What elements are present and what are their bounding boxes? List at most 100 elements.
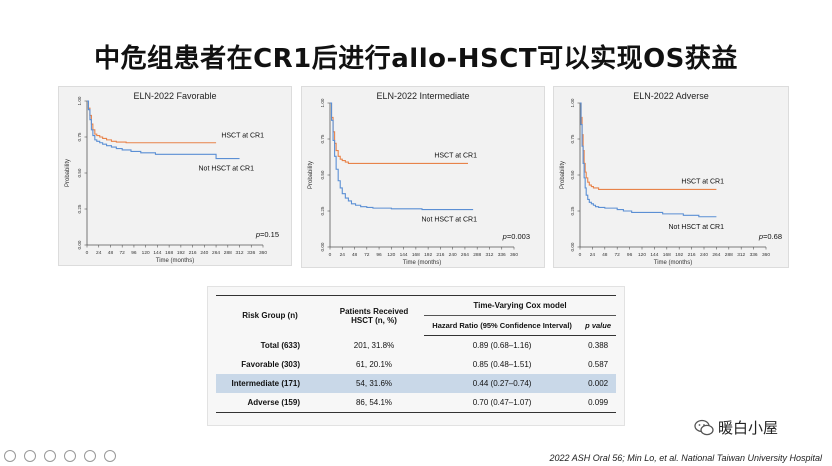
x-tick-label: 48 <box>108 250 114 256</box>
y-axis-label: Probability <box>308 161 314 189</box>
p-value: =0.68 <box>763 232 782 241</box>
cell-group: Intermediate (171) <box>216 374 324 393</box>
y-tick-label: 0.00 <box>570 242 575 251</box>
p-value-annotation: p=0.15 <box>255 230 279 239</box>
cox-table: Risk Group (n) Patients Received HSCT (n… <box>216 295 616 413</box>
x-tick-label: 120 <box>142 250 150 256</box>
x-tick-label: 0 <box>579 252 582 258</box>
x-tick-label: 24 <box>590 252 596 258</box>
y-tick-label: 0.25 <box>77 204 82 213</box>
cell-p: 0.002 <box>580 374 616 393</box>
header-hr: Hazard Ratio (95% Confidence Interval) <box>424 315 581 336</box>
x-tick-label: 144 <box>153 250 161 256</box>
y-tick-label: 0.00 <box>320 242 325 251</box>
toolbar-prev-icon[interactable] <box>4 450 16 462</box>
chart-title: ELN-2022 Favorable <box>133 91 216 101</box>
x-tick-label: 264 <box>212 250 220 256</box>
x-tick-label: 0 <box>329 252 332 258</box>
km-chart-favorable: ELN-2022 Favorable 0 24 48 72 96 120 144 168 192 2… <box>65 91 279 264</box>
slide-title: 中危组患者在CR1后进行allo-HSCT可以实现OS获益 <box>94 44 738 74</box>
y-tick-label: 0.50 <box>77 168 82 177</box>
cell-group: Adverse (159) <box>247 398 300 407</box>
x-tick-label: 120 <box>638 252 646 258</box>
x-tick-label: 48 <box>352 252 358 258</box>
y-axis-label: Probability <box>65 159 71 187</box>
x-tick-label: 312 <box>737 252 745 258</box>
x-tick-label: 120 <box>387 252 395 258</box>
km-curve-not-hsct <box>87 100 240 160</box>
header-hsct: Patients Received HSCT (n, %) <box>339 306 409 325</box>
x-tick-label: 48 <box>602 252 608 258</box>
p-value-annotation: p=0.68 <box>758 232 782 241</box>
x-tick-label: 168 <box>663 252 671 258</box>
toolbar-more-icon[interactable] <box>104 450 116 462</box>
cell-hr: 0.89 (0.68–1.16) <box>472 341 532 350</box>
table-row-highlighted: Intermediate (171) 54, 31.6% 0.44 (0.27–… <box>216 374 616 393</box>
x-tick-label: 72 <box>615 252 621 258</box>
y-tick-label: 0.50 <box>320 170 325 179</box>
header-p: p value <box>580 315 616 336</box>
x-tick-label: 288 <box>473 252 481 258</box>
x-tick-label: 72 <box>364 252 370 258</box>
x-tick-label: 240 <box>200 250 208 256</box>
y-tick-label: 1.00 <box>77 96 82 105</box>
cell-hsct: 86, 54.1% <box>355 398 393 407</box>
watermark-text: 暖白小屋 <box>718 419 779 437</box>
p-value: =0.15 <box>260 230 279 239</box>
series-label-not-hsct: Not HSCT at CR1 <box>422 217 478 224</box>
toolbar-pen-icon[interactable] <box>44 450 56 462</box>
x-axis-label: Time (months) <box>156 258 194 264</box>
x-tick-label: 240 <box>700 252 708 258</box>
toolbar-view-icon[interactable] <box>64 450 76 462</box>
y-tick-label: 1.00 <box>320 98 325 107</box>
x-tick-label: 96 <box>627 252 633 258</box>
x-tick-label: 24 <box>340 252 346 258</box>
x-tick-label: 144 <box>650 252 658 258</box>
x-tick-label: 192 <box>675 252 683 258</box>
series-label-not-hsct: Not HSCT at CR1 <box>669 224 725 231</box>
p-symbol: p <box>502 232 507 241</box>
x-tick-label: 312 <box>236 250 244 256</box>
series-label-hsct: HSCT at CR1 <box>434 152 477 159</box>
slide-toolbar[interactable] <box>4 450 116 462</box>
cell-p: 0.099 <box>588 398 609 407</box>
toolbar-next-icon[interactable] <box>24 450 36 462</box>
x-tick-label: 144 <box>400 252 408 258</box>
cell-hr: 0.70 (0.47–1.07) <box>472 398 532 407</box>
cell-p: 0.388 <box>588 341 609 350</box>
x-tick-label: 96 <box>131 250 137 256</box>
footer-citation: 2022 ASH Oral 56; Min Lo, et al. Nationa… <box>549 453 822 463</box>
series-label-not-hsct: Not HSCT at CR1 <box>199 166 255 173</box>
cell-group: Favorable (303) <box>241 360 300 369</box>
watermark: 暖白小屋 <box>694 417 778 438</box>
x-tick-label: 360 <box>510 252 518 258</box>
x-tick-label: 168 <box>165 250 173 256</box>
x-tick-label: 288 <box>725 252 733 258</box>
y-tick-label: 1.00 <box>570 98 575 107</box>
cell-p: 0.587 <box>588 360 609 369</box>
x-tick-label: 264 <box>712 252 720 258</box>
x-tick-label: 336 <box>247 250 255 256</box>
x-tick-label: 264 <box>461 252 469 258</box>
cell-hr: 0.85 (0.48–1.51) <box>472 360 532 369</box>
km-curve-hsct <box>580 102 717 190</box>
cell-hsct: 61, 20.1% <box>355 360 393 369</box>
p-symbol: p <box>758 232 763 241</box>
cox-table-card: Risk Group (n) Patients Received HSCT (n… <box>207 286 625 426</box>
p-value-annotation: p=0.003 <box>502 232 530 241</box>
cell-hsct: 201, 31.8% <box>353 340 395 350</box>
km-chart-intermediate: ELN-2022 Intermediate 0 24 48 72 96 120 144 168 1… <box>308 91 530 266</box>
x-tick-label: 192 <box>424 252 432 258</box>
toolbar-zoom-icon[interactable] <box>84 450 96 462</box>
p-value: =0.003 <box>507 232 530 241</box>
km-curve-not-hsct <box>580 102 717 218</box>
km-panel-favorable: ELN-2022 Favorable 0 24 48 72 96 120 144 168 192 2… <box>58 86 292 266</box>
y-tick-label: 0.75 <box>320 134 325 143</box>
y-tick-label: 0.00 <box>77 240 82 249</box>
y-tick-label: 0.75 <box>77 132 82 141</box>
x-tick-label: 240 <box>449 252 457 258</box>
x-tick-label: 336 <box>498 252 506 258</box>
km-curve-hsct <box>87 100 217 144</box>
cell-group: Total (633) <box>260 340 300 350</box>
km-panel-intermediate: ELN-2022 Intermediate 0 24 48 72 96 120 144 168 1… <box>301 86 545 268</box>
